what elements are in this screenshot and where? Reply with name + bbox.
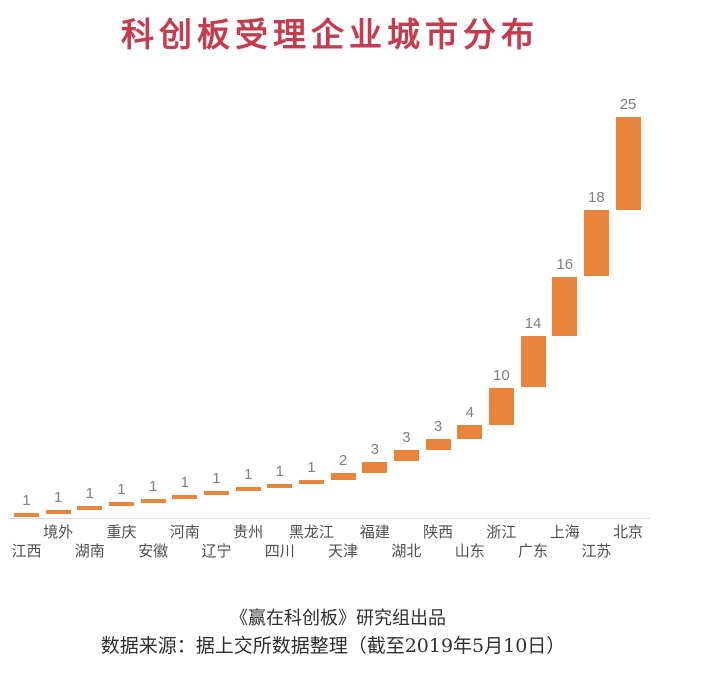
bar-贵州	[235, 487, 261, 492]
waterfall-chart: 1 江西 1 境外 1 湖南 1 重庆 1 安徽 1 河南 1 辽宁 1 贵州 1 四川 1 黑龙江 2 天津 3 福建 3 湖北…	[8, 96, 650, 560]
bar-重庆	[108, 502, 134, 507]
x-axis-line	[8, 518, 650, 519]
bar-河南	[172, 494, 198, 499]
bar-value-label: 1	[22, 492, 31, 510]
category-label: 重庆	[106, 524, 137, 541]
bar-value-label: 3	[433, 418, 443, 436]
bar-value-label: 4	[465, 403, 474, 421]
bar-广东	[520, 335, 546, 388]
bar-黑龙江	[298, 480, 324, 484]
category-label: 黑龙江	[288, 524, 334, 541]
category-label: 广东	[518, 543, 549, 560]
bar-value-label: 1	[243, 466, 253, 484]
bar-天津	[330, 472, 356, 480]
category-label: 湖南	[74, 543, 105, 560]
bar-福建	[362, 461, 388, 473]
bar-value-label: 1	[85, 484, 94, 502]
bar-value-label: 1	[307, 459, 316, 476]
category-label: 四川	[264, 543, 295, 560]
category-label: 境外	[43, 524, 74, 541]
bar-value-label: 1	[180, 473, 189, 491]
bar-湖南	[77, 505, 103, 510]
bar-value-label: 1	[53, 488, 63, 506]
category-label: 北京	[613, 524, 644, 541]
bar-value-label: 2	[338, 451, 348, 469]
credit-line: 《赢在科创板》研究组出品	[230, 608, 446, 629]
category-label: 天津	[328, 543, 359, 560]
bar-value-label: 3	[402, 429, 411, 447]
bar-山东	[457, 424, 483, 440]
chart-title: 科创板受理企业城市分布	[121, 16, 539, 53]
bar-value-label: 3	[370, 440, 379, 458]
bar-value-label: 1	[117, 481, 126, 499]
category-label: 江苏	[581, 543, 612, 560]
data-source-line: 数据来源：据上交所数据整理（截至2019年5月10日）	[100, 635, 566, 657]
bar-四川	[267, 483, 293, 488]
bar-value-label: 1	[148, 477, 158, 495]
bar-value-label: 1	[275, 462, 284, 480]
category-label: 河南	[169, 524, 200, 541]
bar-江西	[14, 513, 39, 518]
category-label: 贵州	[233, 524, 264, 541]
category-label: 山东	[454, 543, 485, 560]
bar-value-label: 10	[493, 366, 510, 384]
category-label: 上海	[549, 524, 580, 541]
bar-陕西	[425, 439, 451, 451]
bar-value-label: 14	[524, 314, 542, 332]
category-label: 辽宁	[201, 543, 232, 560]
bar-湖北	[393, 450, 419, 462]
category-label: 陕西	[423, 524, 454, 541]
bar-北京	[615, 117, 641, 210]
bar-江苏	[583, 209, 609, 277]
bar-value-label: 1	[212, 470, 221, 488]
bar-安徽	[140, 498, 166, 503]
bar-境外	[45, 509, 71, 514]
category-label: 浙江	[486, 524, 517, 541]
category-label: 安徽	[138, 543, 169, 560]
category-label: 江西	[11, 543, 42, 560]
category-label: 福建	[359, 524, 390, 541]
bar-辽宁	[203, 491, 229, 496]
bar-value-label: 16	[556, 255, 574, 273]
bar-浙江	[488, 387, 514, 425]
category-label: 湖北	[391, 543, 422, 560]
bar-value-label: 25	[619, 96, 637, 114]
bar-上海	[552, 276, 578, 336]
bar-value-label: 18	[588, 188, 605, 206]
